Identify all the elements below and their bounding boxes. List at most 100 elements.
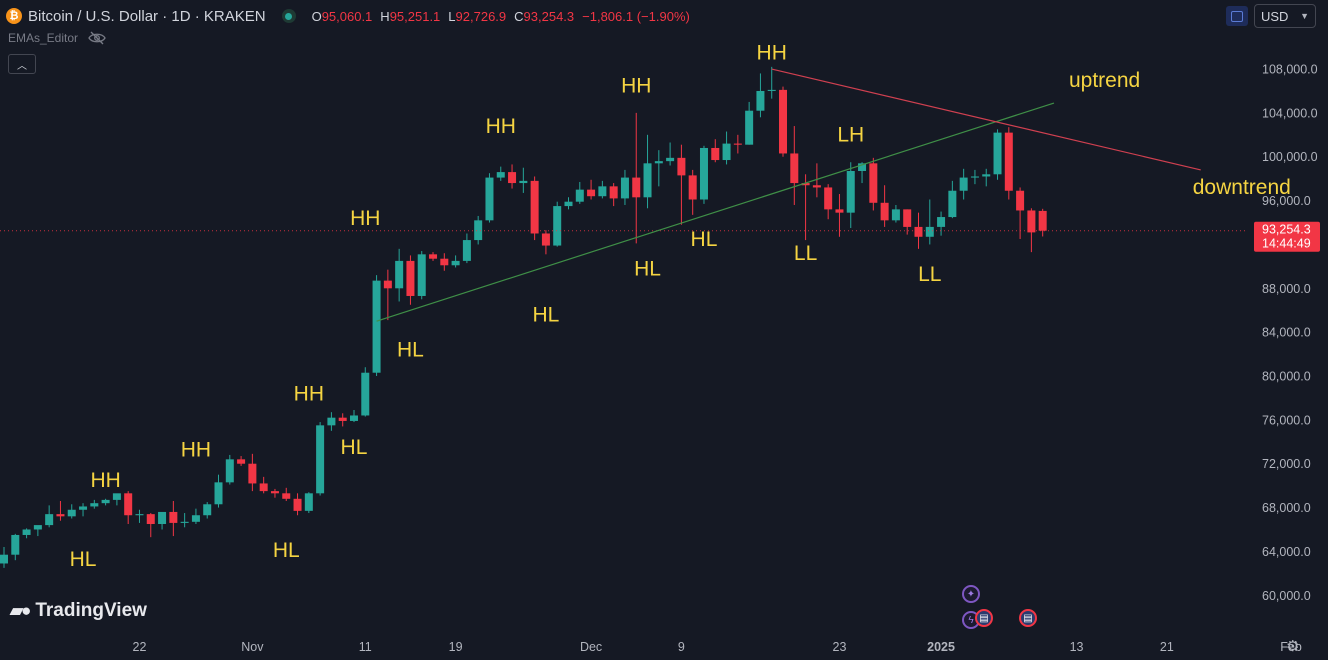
us-flag-event-icon[interactable]: ▤: [975, 609, 993, 627]
candle: [282, 487, 291, 501]
candle: [609, 183, 618, 207]
x-tick-label: Nov: [241, 640, 264, 654]
swing-label: HL: [341, 436, 368, 459]
y-tick-label: 104,000.0: [1262, 106, 1318, 120]
candle: [914, 212, 923, 249]
y-tick-label: 84,000.0: [1262, 326, 1311, 340]
tradingview-logo[interactable]: ▰● TradingView: [10, 600, 147, 622]
candle: [56, 500, 65, 521]
price-badge-value: 93,254.3: [1262, 223, 1311, 237]
uptrend-line: [376, 102, 1055, 322]
swing-label: HH: [486, 115, 516, 138]
candle: [462, 233, 471, 264]
chevron-up-icon: ︿: [17, 60, 27, 72]
candle: [948, 180, 957, 219]
candle: [959, 168, 968, 200]
candle: [598, 180, 607, 199]
candle: [0, 547, 8, 568]
candle-body: [508, 172, 517, 184]
candle-body: [169, 511, 178, 523]
star-event-icon[interactable]: ✦: [962, 585, 980, 603]
candle-body: [270, 491, 279, 494]
candle: [903, 209, 912, 235]
swing-label: HL: [634, 257, 661, 280]
axes-layer: 108,000.0104,000.0100,000.096,000.092,00…: [133, 63, 1320, 654]
candle-body: [146, 514, 155, 525]
candle: [937, 211, 946, 236]
candle-body: [214, 482, 223, 505]
candle: [801, 174, 810, 241]
candle: [417, 251, 426, 300]
candle: [632, 112, 641, 244]
candle: [666, 142, 675, 166]
downtrend-label: downtrend: [1193, 176, 1291, 199]
candle-body: [880, 202, 889, 221]
swing-label: HH: [294, 382, 324, 405]
candle-body: [67, 509, 76, 517]
us-flag-event-icon[interactable]: ▤: [1019, 609, 1037, 627]
candle-body: [135, 514, 144, 516]
candle-body: [801, 183, 810, 186]
candle-body: [158, 511, 167, 525]
price-badge: 93,254.314:44:49: [1254, 221, 1320, 252]
candle-body: [609, 186, 618, 199]
candle: [361, 367, 370, 417]
layout-toggle-button[interactable]: [1226, 6, 1248, 26]
candle: [891, 204, 900, 223]
y-tick-label: 72,000.0: [1262, 457, 1311, 471]
candle-body: [338, 417, 347, 421]
candle-body: [496, 172, 505, 178]
candle: [45, 505, 54, 528]
eye-off-icon[interactable]: [88, 31, 106, 45]
candle-body: [914, 226, 923, 237]
candle: [169, 500, 178, 537]
symbol-header: ₿ Bitcoin / U.S. Dollar · 1D · KRAKEN O9…: [6, 6, 690, 26]
candle: [440, 253, 449, 271]
candle: [767, 66, 776, 99]
x-tick-label: 21: [1160, 640, 1174, 654]
candle: [101, 498, 110, 506]
candle-body: [349, 415, 358, 421]
candle: [259, 476, 268, 494]
candle: [564, 197, 573, 210]
candle-body: [112, 493, 121, 500]
candle-body: [733, 143, 742, 145]
x-tick-label: 11: [359, 640, 372, 654]
currency-selector[interactable]: USD ▼: [1254, 4, 1316, 28]
candle: [835, 194, 844, 237]
candle-body: [846, 171, 855, 213]
candle-body: [835, 209, 844, 213]
symbol-title[interactable]: Bitcoin / U.S. Dollar · 1D · KRAKEN: [28, 7, 266, 25]
candle-body: [745, 110, 754, 145]
candle: [429, 252, 438, 261]
tradingview-wordmark: TradingView: [35, 600, 147, 621]
ohlc-close-value: 93,254.3: [523, 8, 575, 24]
candle: [812, 163, 821, 198]
candle-body: [530, 180, 539, 234]
candle-body: [575, 189, 584, 202]
candle-body: [587, 189, 596, 197]
candle-body: [383, 280, 392, 289]
candle: [248, 453, 257, 492]
candle-body: [756, 90, 765, 111]
candle: [22, 528, 31, 539]
indicator-name[interactable]: EMAs_Editor: [8, 31, 79, 45]
gear-icon[interactable]: ⚙: [1286, 638, 1300, 655]
market-status-icon[interactable]: [281, 9, 296, 23]
candles-layer: [0, 66, 1047, 568]
swing-label: HL: [70, 548, 97, 571]
collapse-legend-button[interactable]: ︿: [8, 54, 36, 74]
candle: [722, 131, 731, 165]
ohlc-values: O95,060.1 H95,251.1 L92,726.9 C93,254.3 …: [312, 9, 690, 24]
candle: [993, 129, 1002, 180]
candle: [643, 134, 652, 209]
candle-body: [959, 177, 968, 191]
candle-body: [553, 206, 562, 246]
candle: [824, 184, 833, 220]
candle-body: [259, 483, 268, 492]
candle: [270, 488, 279, 498]
indicator-legend: EMAs_Editor: [8, 31, 106, 45]
swing-label: HL: [532, 304, 559, 327]
candle: [203, 502, 212, 519]
